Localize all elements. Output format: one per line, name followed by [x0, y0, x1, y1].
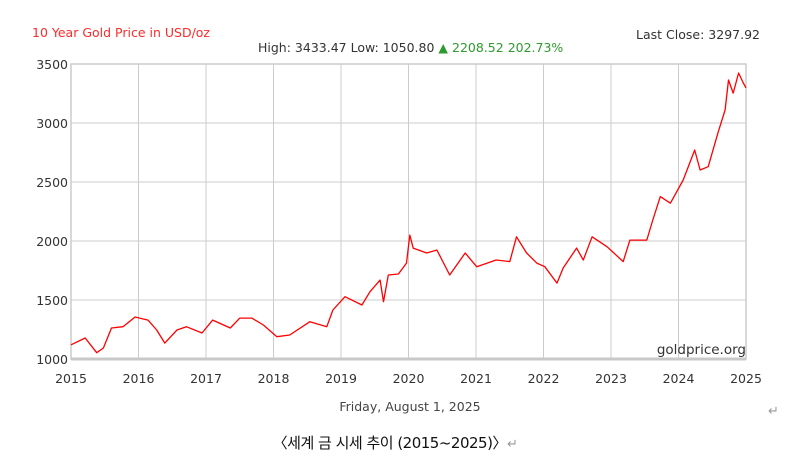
triangle-up-icon: ▲ — [438, 40, 449, 55]
x-tick-label: 2021 — [460, 371, 492, 386]
y-tick-label: 2500 — [36, 175, 68, 190]
price-stats: High: 3433.47 Low: 1050.80 ▲ 2208.52 202… — [258, 40, 563, 55]
paragraph-mark: ↵ — [768, 404, 779, 419]
x-tick-label: 2017 — [190, 371, 222, 386]
x-tick-label: 2020 — [393, 371, 425, 386]
y-tick-label: 3000 — [36, 116, 68, 131]
change-value: 2208.52 — [452, 40, 504, 55]
x-tick-label: 2022 — [528, 371, 560, 386]
x-tick-label: 2024 — [663, 371, 695, 386]
high-value: High: 3433.47 — [258, 40, 347, 55]
x-tick-label: 2018 — [258, 371, 290, 386]
y-tick-label: 2000 — [36, 234, 68, 249]
date-label: Friday, August 1, 2025 — [339, 399, 481, 414]
change-percent: 202.73% — [507, 40, 564, 55]
low-value: Low: 1050.80 — [350, 40, 435, 55]
x-tick-label: 2015 — [55, 371, 87, 386]
caption-text: 〈세계 금 시세 추이 (2015~2025)〉 — [272, 434, 508, 452]
y-tick-label: 3500 — [36, 57, 68, 72]
x-tick-label: 2025 — [730, 371, 762, 386]
y-tick-label: 1500 — [36, 293, 68, 308]
watermark: goldprice.org — [657, 342, 746, 358]
gold-price-chart: 2015 2016 2017 2018 2019 2020 2021 2022 2023 2024… — [36, 57, 762, 386]
paragraph-mark: ↵ — [506, 437, 518, 452]
x-tick-label: 2019 — [325, 371, 357, 386]
x-tick-label: 2016 — [123, 371, 155, 386]
price-line — [70, 72, 747, 354]
caption: 〈세계 금 시세 추이 (2015~2025)〉↵ — [0, 432, 790, 453]
x-tick-label: 2023 — [595, 371, 627, 386]
y-tick-label: 1000 — [36, 352, 68, 367]
chart-title: 10 Year Gold Price in USD/oz — [32, 25, 210, 40]
last-close: Last Close: 3297.92 — [636, 27, 760, 42]
